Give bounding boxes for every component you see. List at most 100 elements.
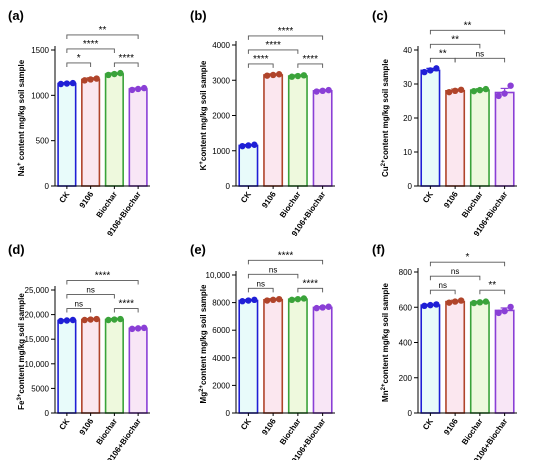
y-axis-label-text: content mg/kg soil sample: [199, 60, 208, 161]
data-point: [325, 303, 332, 310]
y-tick-label: 30: [403, 80, 412, 89]
data-point: [117, 315, 124, 323]
y-axis-label-ion: Mg: [199, 392, 208, 404]
bar-ck: [238, 144, 259, 187]
x-tick-label: Biochar: [95, 190, 119, 220]
x-tick-label: 9106: [260, 417, 278, 437]
data-point: [117, 69, 124, 77]
significance-bracket: [113, 62, 139, 67]
significance-bracket: [247, 35, 324, 40]
y-tick-label: 5000: [31, 384, 49, 393]
x-tick-label: Biochar: [278, 190, 302, 220]
significance-label: ns: [257, 279, 265, 288]
data-point: [501, 90, 508, 97]
significance-bracket: [66, 34, 139, 39]
data-point: [451, 87, 459, 95]
x-tick-label: 9106: [260, 190, 278, 210]
y-axis-label-charge: 2+: [199, 385, 205, 392]
significance-bracket: [66, 294, 115, 299]
significance-label: ns: [476, 49, 484, 58]
significance-bracket: [247, 287, 274, 293]
y-axis-label-charge: 3+: [17, 393, 23, 400]
data-point: [87, 76, 94, 83]
y-axis-label: Na+ content mg/kg soil sample: [17, 59, 26, 176]
data-point: [470, 299, 478, 307]
data-point: [128, 325, 136, 333]
significance-label: ns: [439, 281, 447, 290]
data-point: [507, 303, 514, 311]
panel-d: (d) 0 5000 10,000 15,000 20,000 25,000 CK 9106 Bi…: [8, 242, 150, 460]
panel-label: (c): [372, 8, 388, 23]
data-point: [81, 316, 88, 324]
y-axis-label-text: content mg/kg soil sample: [17, 59, 26, 162]
y-axis-label-charge: +: [17, 162, 23, 166]
panel-label: (b): [190, 8, 207, 23]
y-tick-label: 500: [36, 137, 50, 146]
y-tick-label: 10,000: [25, 360, 50, 369]
y-axis-label-charge: 2+: [381, 383, 387, 390]
x-tick-label: 9106: [442, 190, 460, 210]
data-point: [140, 84, 148, 92]
x-tick-label: CK: [58, 190, 72, 205]
significance-bracket: [429, 289, 456, 295]
data-point: [319, 304, 326, 311]
significance-bracket: [113, 308, 139, 313]
data-point: [476, 299, 484, 306]
bar-9106-biochar: [312, 90, 333, 187]
data-point: [313, 88, 320, 95]
y-tick-label: 800: [399, 268, 413, 277]
y-axis-label-charge: +: [199, 161, 205, 165]
data-point: [251, 141, 258, 148]
x-tick-label: CK: [421, 190, 435, 205]
bar-9106-biochar: [128, 327, 148, 414]
data-point: [495, 309, 502, 317]
bar-9106: [263, 74, 284, 187]
y-axis-label-ion: Fe: [17, 400, 26, 410]
significance-label: ****: [118, 299, 134, 310]
data-point: [134, 325, 142, 332]
significance-label: **: [464, 20, 472, 31]
significance-label: **: [99, 25, 107, 36]
significance-label: ns: [75, 300, 83, 309]
data-point: [105, 71, 112, 79]
y-tick-label: 15,000: [25, 335, 50, 344]
data-point: [57, 317, 65, 325]
data-point: [476, 86, 484, 94]
data-point: [495, 92, 502, 100]
data-point: [319, 87, 326, 95]
y-tick-label: 20: [403, 114, 412, 123]
significance-label: **: [451, 34, 459, 45]
significance-bracket: [247, 259, 324, 265]
x-tick-label: CK: [58, 417, 72, 432]
data-point: [134, 85, 142, 93]
data-point: [470, 87, 478, 95]
data-point: [288, 296, 296, 304]
y-tick-label: 2000: [212, 112, 230, 121]
data-point: [313, 304, 320, 312]
significance-bracket: [66, 62, 92, 67]
y-tick-label: 1500: [31, 46, 49, 55]
data-point: [263, 297, 271, 304]
data-point: [69, 316, 77, 324]
y-axis-label: K+content mg/kg soil sample: [199, 60, 208, 170]
data-point: [288, 73, 296, 80]
bar-9106: [81, 78, 101, 187]
y-axis-label-ion: K: [199, 164, 208, 170]
x-tick-label: Biochar: [460, 417, 484, 447]
significance-label: ****: [278, 26, 294, 37]
significance-label: ****: [278, 250, 294, 261]
x-tick-label: CK: [421, 417, 435, 432]
bar-biochar: [104, 73, 124, 187]
y-axis-label-text: content mg/kg soil sample: [17, 293, 26, 394]
bar-biochar: [469, 301, 490, 414]
significance-bracket: [66, 280, 139, 285]
bar-biochar: [287, 298, 308, 414]
y-tick-label: 0: [408, 409, 413, 418]
data-point: [421, 302, 428, 310]
significance-bracket: [429, 261, 506, 267]
data-point: [251, 296, 258, 304]
y-tick-label: 1000: [212, 147, 230, 156]
y-tick-label: 1000: [31, 91, 49, 100]
